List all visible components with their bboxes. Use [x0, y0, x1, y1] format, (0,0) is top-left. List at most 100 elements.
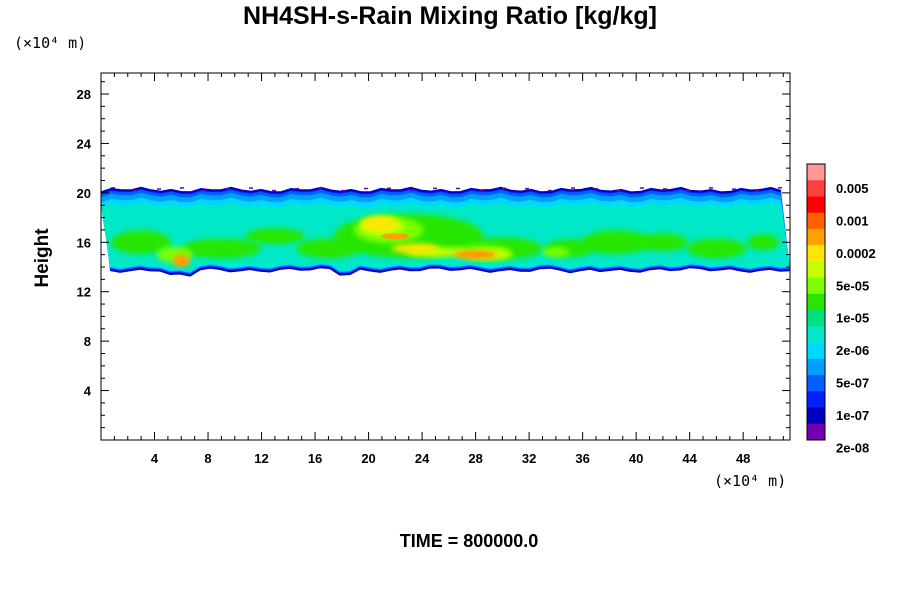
y-tick-label: 8: [84, 334, 91, 349]
time-label: TIME = 800000.0: [399, 531, 539, 551]
x-tick-label: 28: [468, 451, 482, 466]
colorbar-swatch: [807, 375, 825, 392]
colorbar-label: 0.001: [836, 213, 869, 228]
colorbar-swatch: [807, 391, 825, 409]
x-tick-label: 48: [736, 451, 750, 466]
x-tick-label: 40: [629, 451, 643, 466]
y-tick-label: 4: [84, 384, 92, 399]
top-speckle: [732, 188, 736, 190]
x-tick-label: 44: [682, 451, 697, 466]
max-region: [381, 233, 410, 240]
x-tick-label: 24: [415, 451, 430, 466]
y-tick-label: 12: [77, 285, 91, 300]
top-speckle: [479, 189, 483, 192]
colorbar-label: 5e-07: [836, 376, 869, 391]
y-tick-label: 16: [77, 235, 91, 250]
top-speckle: [709, 187, 713, 189]
layer-top-edge: [100, 186, 782, 194]
x-tick-label: 4: [151, 451, 159, 466]
colorbar-label: 0.005: [836, 181, 869, 196]
colorbar-swatch: [807, 423, 825, 441]
y-axis: 4 8 12 16 20 24 28: [77, 81, 790, 429]
top-speckle: [226, 188, 230, 190]
colorbar-label: 0.0002: [836, 246, 876, 261]
top-speckle: [318, 187, 322, 189]
x-tick-label: 20: [361, 451, 375, 466]
y-tick-label: 24: [77, 136, 92, 151]
colorbar-swatch: [807, 326, 825, 344]
colorbar-swatch: [807, 342, 825, 360]
top-speckle: [594, 188, 598, 190]
colorbar-label: 2e-06: [836, 343, 869, 358]
top-speckle: [134, 189, 138, 192]
colorbar-swatch: [807, 245, 825, 262]
top-speckle: [640, 187, 644, 189]
field-region: [637, 233, 688, 252]
top-speckle: [341, 189, 345, 192]
colorbar-swatch: [807, 196, 825, 214]
x-tick-label: 36: [575, 451, 589, 466]
max-region: [457, 251, 494, 258]
top-speckle: [686, 189, 690, 192]
top-speckle: [548, 189, 552, 192]
top-speckle: [617, 189, 621, 192]
field-region: [391, 243, 440, 254]
field-region: [581, 230, 652, 255]
plot-frame: [100, 72, 791, 441]
chart-title: NH4SH-s-Rain Mixing Ratio [kg/kg]: [243, 2, 657, 30]
colorbar-label: 2e-08: [836, 441, 869, 456]
colorbar-swatch: [807, 407, 825, 425]
colorbar-label: 1e-05: [836, 311, 869, 326]
top-speckle: [571, 187, 575, 189]
top-speckle: [364, 187, 368, 190]
top-speckle: [111, 187, 115, 189]
colorbar-swatch: [807, 358, 825, 376]
colorbar-label: 1e-07: [836, 408, 869, 423]
x-axis: 4 8 12 16 20 24 28 32 36 40 44 48: [113, 73, 784, 466]
colorbar-swatch: [807, 261, 825, 279]
colorbar-frame: [806, 163, 826, 441]
top-speckle: [433, 187, 437, 190]
top-speckle: [502, 187, 506, 189]
field-region: [747, 234, 780, 251]
top-speckle: [295, 187, 299, 190]
top-speckle: [456, 187, 460, 190]
field-region: [111, 230, 172, 255]
top-speckle: [272, 189, 276, 192]
mixing-ratio-field: [100, 186, 791, 277]
top-speckle: [663, 188, 667, 190]
colorbar: 0.005 0.001 0.0002 5e-05 1e-05 2e-06 5e-07 1e-0…: [806, 163, 876, 456]
field-region: [181, 238, 262, 259]
field-region: [686, 238, 747, 259]
x-tick-label: 32: [522, 451, 536, 466]
top-speckle: [157, 188, 161, 190]
layer-bottom-edge: [109, 266, 791, 277]
field-region: [541, 247, 570, 258]
x-axis-unit: (×10⁴ m): [714, 472, 787, 490]
top-speckle: [387, 187, 391, 190]
colorbar-label: 5e-05: [836, 278, 869, 293]
top-speckle: [525, 187, 529, 190]
top-speckle: [203, 189, 207, 192]
colorbar-swatch: [807, 228, 825, 246]
top-speckle: [755, 189, 759, 192]
top-speckle: [778, 187, 782, 189]
field-region: [244, 228, 305, 245]
field-region: [361, 216, 398, 231]
colorbar-swatch: [807, 277, 825, 295]
colorbar-swatch: [807, 180, 825, 197]
max-region: [175, 256, 188, 265]
top-speckle: [410, 189, 414, 192]
x-tick-label: 8: [204, 451, 211, 466]
y-tick-label: 28: [77, 87, 91, 102]
x-tick-label: 16: [308, 451, 322, 466]
y-tick-label: 20: [77, 186, 91, 201]
colorbar-swatch: [807, 164, 825, 181]
colorbar-swatch: [807, 293, 825, 311]
top-speckle: [249, 187, 253, 189]
colorbar-swatch: [807, 212, 825, 230]
top-speckle: [180, 187, 184, 189]
colorbar-swatch: [807, 310, 825, 327]
y-axis-unit: (×10⁴ m): [14, 34, 87, 52]
